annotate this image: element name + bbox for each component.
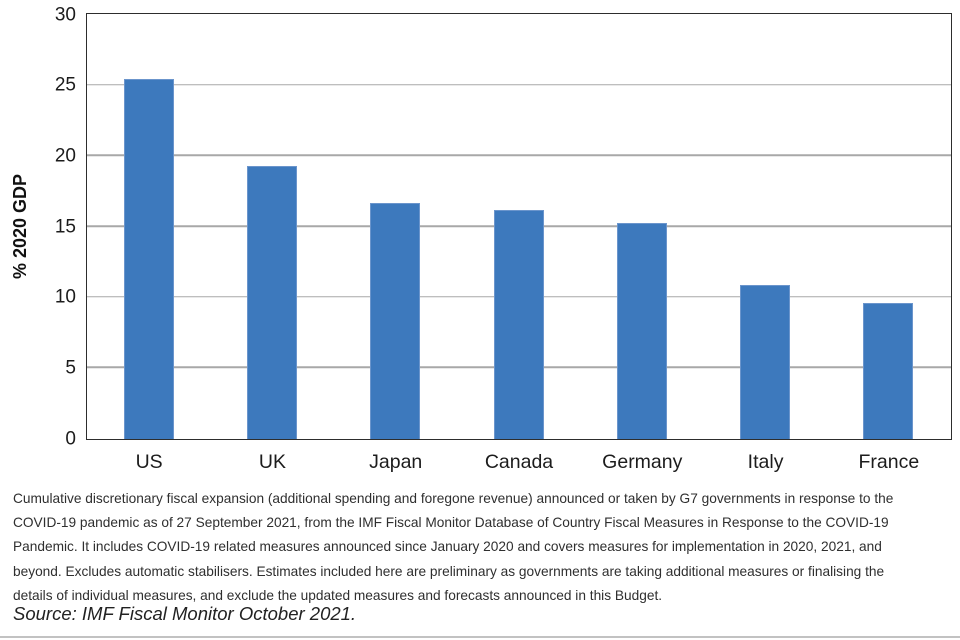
bar-us [123,78,174,439]
chart-caption: Cumulative discretionary fiscal expansio… [13,487,953,608]
caption-line: Cumulative discretionary fiscal expansio… [13,491,894,506]
bar-japan [370,202,421,439]
y-tick-label-20: 20 [54,145,76,167]
bar-canada [493,210,544,439]
x-category-label-canada: Canada [484,451,554,473]
bar-italy [740,284,791,439]
y-tick-label-5: 5 [65,357,76,379]
x-category-label-us: US [135,451,163,473]
gridline-20 [87,154,951,157]
x-category-label-france: France [858,451,920,473]
gridline-25 [87,83,951,86]
x-category-label-italy: Italy [747,451,784,473]
bar-france [863,303,914,439]
y-tick-label-10: 10 [54,286,76,308]
y-tick-label-0: 0 [65,428,76,449]
x-category-label-germany: Germany [602,451,683,473]
x-category-label-uk: UK [258,451,286,473]
y-tick-label-15: 15 [54,216,76,237]
bar-germany [616,222,667,439]
bar-uk [246,166,297,439]
y-tick-label-30: 30 [54,4,76,25]
bottom-divider [0,636,960,638]
caption-line: Pandemic. It includes COVID-19 related m… [13,539,882,555]
caption-line: details of individual measures, and excl… [13,587,663,603]
plot-area [86,13,952,440]
x-category-label-japan: Japan [369,451,423,473]
y-tick-label-25: 25 [54,74,76,96]
caption-line: COVID-19 pandemic as of 27 September 202… [13,515,889,531]
caption-line: beyond. Excludes automatic stabilisers. … [13,563,885,579]
bar-chart: % 2020 GDP 0 5 10 15 20 25 30 US UK Japan Canada G… [11,4,952,473]
source-note: Source: IMF Fiscal Monitor October 2021. [13,603,357,624]
